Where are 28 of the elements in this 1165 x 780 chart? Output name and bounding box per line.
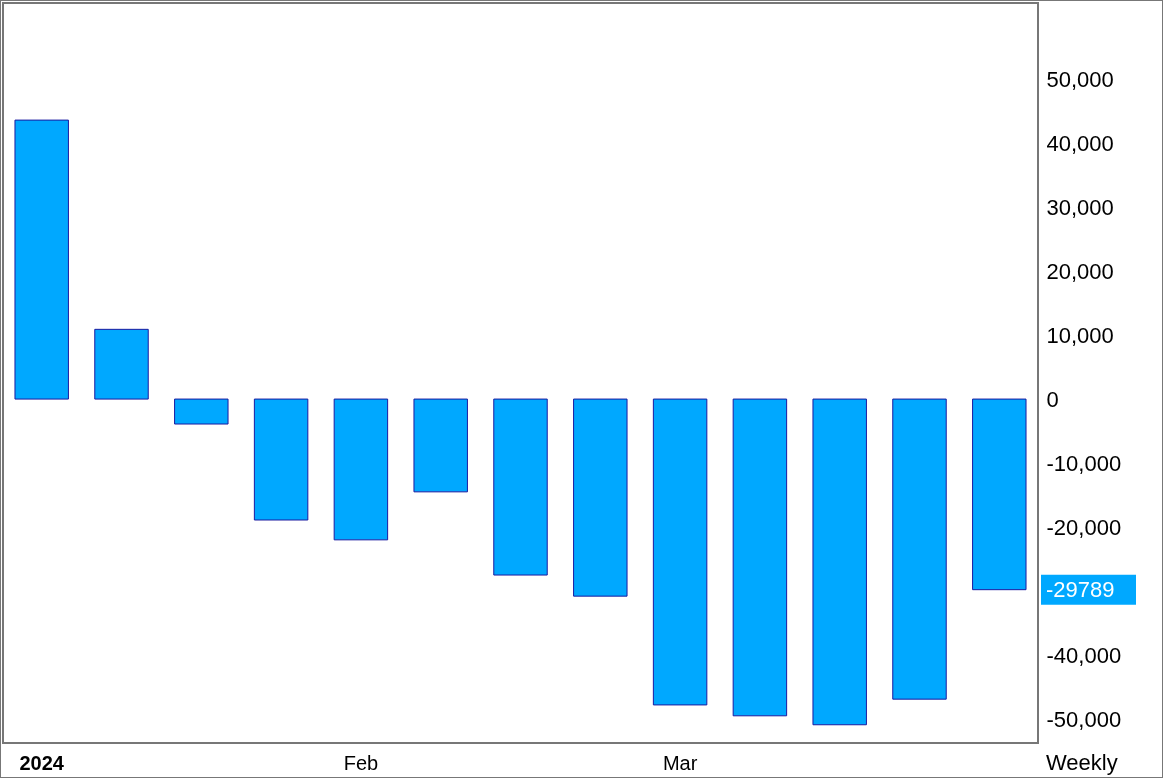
x-tick-label: Feb	[343, 751, 379, 774]
y-tick-label: 30,000	[1046, 194, 1114, 220]
y-tick-label: 20,000	[1046, 258, 1114, 284]
y-tick-label: -50,000	[1046, 706, 1122, 732]
y-tick-label: 10,000	[1046, 322, 1114, 348]
y-tick-label: -40,000	[1046, 642, 1122, 668]
bar	[253, 398, 309, 521]
bar	[333, 398, 389, 541]
y-tick-label: 0	[1046, 386, 1059, 412]
bar	[732, 398, 788, 717]
bar	[972, 398, 1027, 591]
bar	[413, 398, 468, 493]
bar	[94, 328, 149, 400]
y-tick-label: 40,000	[1046, 130, 1114, 156]
bar	[493, 398, 548, 576]
y-tick-label: -10,000	[1046, 450, 1122, 476]
bar	[652, 398, 708, 706]
x-tick-label: Mar	[662, 751, 698, 774]
text: -29789	[1046, 576, 1115, 602]
bar	[14, 119, 69, 400]
text: Weekly	[1046, 750, 1118, 775]
bar	[812, 398, 867, 726]
bar	[174, 398, 229, 425]
x-tick-label: 2024	[19, 751, 65, 774]
bar	[573, 398, 628, 597]
bar	[892, 398, 947, 700]
y-tick-label: 50,000	[1046, 66, 1114, 92]
y-tick-label: -20,000	[1046, 514, 1122, 540]
